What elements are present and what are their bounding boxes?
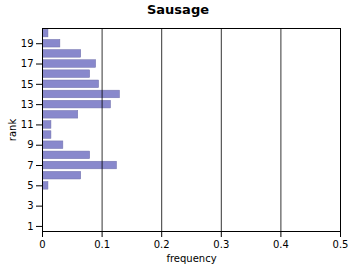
svg-text:0.4: 0.4	[273, 239, 289, 250]
svg-text:0.3: 0.3	[213, 239, 229, 250]
svg-text:1: 1	[27, 221, 33, 232]
svg-text:9: 9	[27, 139, 33, 150]
svg-text:frequency: frequency	[166, 253, 216, 264]
svg-text:13: 13	[21, 99, 34, 110]
svg-text:0.1: 0.1	[94, 239, 110, 250]
svg-text:11: 11	[21, 119, 34, 130]
svg-text:0.2: 0.2	[154, 239, 170, 250]
svg-text:15: 15	[21, 79, 34, 90]
html-text:Sausage: Sausage	[147, 2, 209, 17]
svg-text:17: 17	[21, 58, 34, 69]
svg-text:5: 5	[27, 180, 33, 191]
svg-text:19: 19	[21, 38, 34, 49]
svg-text:7: 7	[27, 160, 33, 171]
svg-text:0: 0	[39, 239, 45, 250]
svg-text:0.5: 0.5	[333, 239, 349, 250]
svg-text:3: 3	[27, 200, 33, 211]
svg-text:rank: rank	[7, 119, 18, 142]
